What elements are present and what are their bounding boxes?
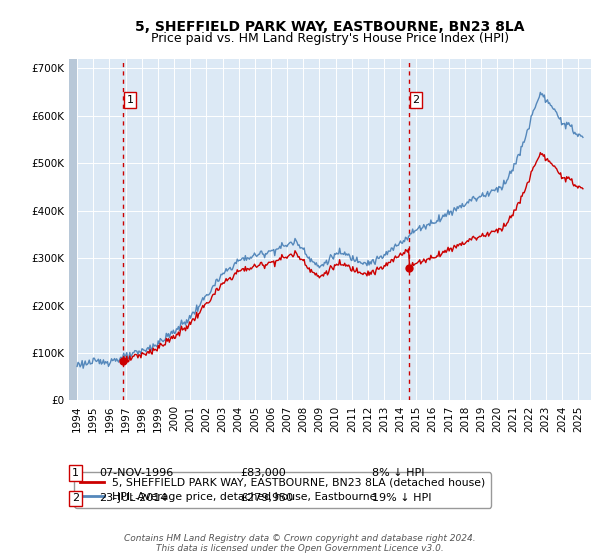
Text: Contains HM Land Registry data © Crown copyright and database right 2024.
This d: Contains HM Land Registry data © Crown c… <box>124 534 476 553</box>
Text: £279,950: £279,950 <box>240 493 293 503</box>
Text: 2: 2 <box>412 95 419 105</box>
Text: 07-NOV-1996: 07-NOV-1996 <box>99 468 173 478</box>
Text: 8% ↓ HPI: 8% ↓ HPI <box>372 468 425 478</box>
Text: 1: 1 <box>127 95 133 105</box>
Legend: 5, SHEFFIELD PARK WAY, EASTBOURNE, BN23 8LA (detached house), HPI: Average price: 5, SHEFFIELD PARK WAY, EASTBOURNE, BN23 … <box>74 473 491 507</box>
Text: 23-JUL-2014: 23-JUL-2014 <box>99 493 167 503</box>
Text: 19% ↓ HPI: 19% ↓ HPI <box>372 493 431 503</box>
Text: 2: 2 <box>72 493 79 503</box>
Text: 1: 1 <box>72 468 79 478</box>
Text: 5, SHEFFIELD PARK WAY, EASTBOURNE, BN23 8LA: 5, SHEFFIELD PARK WAY, EASTBOURNE, BN23 … <box>135 20 525 34</box>
Text: £83,000: £83,000 <box>240 468 286 478</box>
Bar <box>69 59 77 400</box>
Text: Price paid vs. HM Land Registry's House Price Index (HPI): Price paid vs. HM Land Registry's House … <box>151 32 509 45</box>
